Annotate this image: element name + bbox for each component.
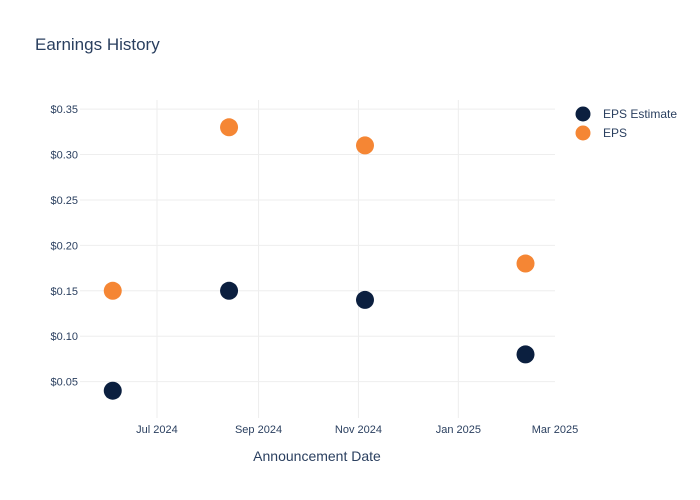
x-tick-label: Jan 2025	[436, 424, 481, 436]
y-tick-label: $0.05	[50, 377, 78, 389]
y-tick-label: $0.35	[50, 104, 78, 116]
eps-estimate-point[interactable]	[220, 281, 239, 300]
legend-label[interactable]: EPS	[603, 126, 627, 140]
legend-label[interactable]: EPS Estimate	[603, 107, 677, 121]
eps-estimate-point[interactable]	[103, 381, 122, 400]
y-axis-tick-labels: $0.05 $0.10 $0.15 $0.20 $0.25 $0.30 $0.35	[50, 104, 78, 389]
eps-estimate-point[interactable]	[356, 290, 374, 309]
eps-point[interactable]	[220, 118, 239, 137]
chart-title: Earnings History	[35, 35, 160, 54]
y-tick-label: $0.30	[50, 150, 78, 162]
x-axis-title: Announcement Date	[253, 448, 381, 464]
x-axis-tick-labels: Jul 2024 Sep 2024 Nov 2024 Jan 2025 Mar 2025	[136, 424, 578, 436]
x-tick-label: Jul 2024	[136, 424, 178, 436]
y-tick-label: $0.20	[50, 240, 78, 252]
eps-point[interactable]	[516, 254, 535, 273]
data-points	[103, 118, 535, 400]
eps-point[interactable]	[356, 136, 374, 155]
y-tick-label: $0.10	[50, 331, 78, 343]
y-tick-label: $0.25	[50, 195, 78, 207]
x-tick-label: Mar 2025	[532, 424, 578, 436]
y-tick-label: $0.15	[50, 286, 78, 298]
legend-marker[interactable]	[575, 125, 591, 141]
x-tick-label: Nov 2024	[335, 424, 382, 436]
legend: EPS Estimate EPS	[575, 106, 677, 141]
legend-marker[interactable]	[575, 106, 591, 122]
x-tick-label: Sep 2024	[235, 424, 282, 436]
eps-estimate-point[interactable]	[516, 345, 535, 364]
eps-point[interactable]	[103, 281, 122, 300]
grid-layer	[80, 100, 555, 418]
